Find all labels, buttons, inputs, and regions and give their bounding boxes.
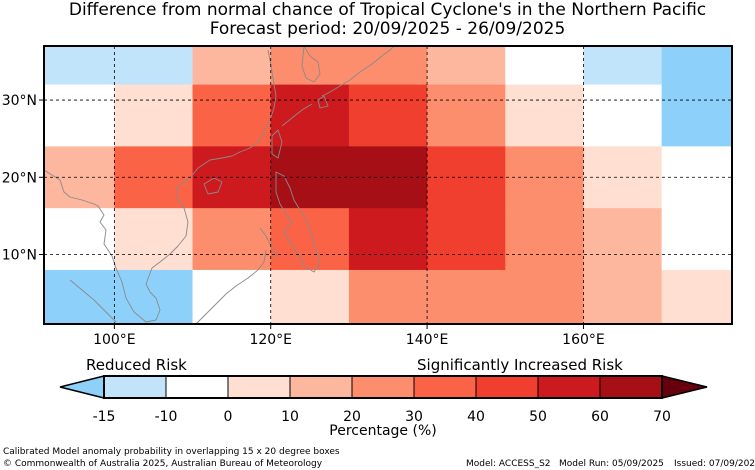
grid-cell <box>505 208 584 271</box>
colorbar-segment <box>475 375 539 399</box>
grid-cell <box>583 46 663 86</box>
colorbar-tick-label: 40 <box>467 409 485 425</box>
grid-cell <box>44 84 115 147</box>
grid-cell <box>348 84 428 147</box>
grid-cell <box>348 46 428 86</box>
grid-cell <box>192 208 272 271</box>
lon-tick-label: 160°E <box>562 332 605 348</box>
lat-tick-label: 10°N <box>2 248 37 264</box>
grid-cell <box>270 84 350 147</box>
coastline-palawan <box>259 227 279 259</box>
colorbar: -15 -10 0 10 20 30 40 50 60 70 Percentage (%) <box>59 375 708 439</box>
colorbar-segment <box>537 375 601 399</box>
colorbar-xlabel: Percentage (%) <box>329 423 436 439</box>
coastline-philippines <box>275 171 321 273</box>
footer-model-run: Model Run: 05/09/2025 <box>559 459 664 469</box>
coastline-ryukyu <box>281 103 313 127</box>
grid-cell <box>192 269 272 325</box>
grid-cell <box>583 84 663 147</box>
colorbar-tick-label: 60 <box>591 409 609 425</box>
grid-cell <box>348 208 428 271</box>
grid-cell <box>44 208 115 271</box>
footer-model: Model: ACCESS_S2 <box>466 459 551 469</box>
colorbar-segment <box>165 375 229 399</box>
lat-tick-label: 30°N <box>2 93 37 109</box>
grid-cell <box>427 46 506 86</box>
map-frame <box>43 45 733 325</box>
colorbar-label-reduced: Reduced Risk <box>86 356 187 374</box>
colorbar-segment <box>103 375 167 399</box>
footer-note: Calibrated Model anomaly probability in … <box>3 447 340 457</box>
colorbar-tick-label: 0 <box>224 409 233 425</box>
anomaly-grid-cells <box>44 46 733 325</box>
grid-cell <box>114 208 194 271</box>
grid-cell <box>505 269 584 325</box>
colorbar-segment <box>599 375 663 399</box>
grid-cell <box>192 46 272 86</box>
grid-cell <box>270 46 350 86</box>
colorbar-tick-label: 70 <box>653 409 671 425</box>
colorbar-segment <box>289 375 353 399</box>
colorbar-tick-label: 50 <box>529 409 547 425</box>
colorbar-tick-label: -10 <box>155 409 178 425</box>
colorbar-tick-label: 20 <box>343 409 361 425</box>
colorbar-extend-low <box>59 375 105 399</box>
grid-cell <box>583 208 663 271</box>
coastline-borneo <box>195 249 267 325</box>
grid-cell <box>114 84 194 147</box>
grid-cell <box>661 269 733 325</box>
map-title: Difference from normal chance of Tropica… <box>68 0 707 20</box>
colorbar-extend-high <box>661 375 708 399</box>
grid-cell <box>44 269 115 325</box>
grid-cell <box>192 84 272 147</box>
coastline-hainan <box>203 177 223 195</box>
colorbar-tick-label: 10 <box>281 409 299 425</box>
coastline-outlines <box>43 45 395 325</box>
dashed-gridlines <box>44 46 732 324</box>
lat-tick-label: 20°N <box>2 170 37 186</box>
grid-cell <box>583 269 663 325</box>
grid-cell <box>114 46 194 86</box>
lon-tick-label: 120°E <box>249 332 292 348</box>
lon-tick-label: 140°E <box>406 332 449 348</box>
grid-cell <box>505 84 584 147</box>
coastline-taiwan <box>271 129 283 159</box>
grid-cell <box>427 84 506 147</box>
coastline-japan <box>321 45 395 97</box>
coastline-korea <box>301 45 321 83</box>
grid-cell <box>661 146 733 209</box>
colorbar-outline <box>103 375 663 399</box>
grid-cell <box>427 269 506 325</box>
grid-cell <box>114 269 194 325</box>
colorbar-segment <box>351 375 415 399</box>
lon-tick-label: 100°E <box>93 332 136 348</box>
grid-cell <box>661 84 733 147</box>
coastline-indochina <box>43 49 277 323</box>
grid-cell <box>661 46 733 86</box>
coastline-sumatra <box>69 279 117 323</box>
axis-tick-labels: 100°E 120°E 140°E 160°E 10°N 20°N 30°N <box>2 93 605 348</box>
colorbar-label-increased: Significantly Increased Risk <box>417 356 623 374</box>
coastline-kyushu <box>317 95 329 109</box>
footer-issued: Issued: 07/09/2025 <box>674 459 755 469</box>
colorbar-segment <box>413 375 477 399</box>
grid-cell <box>661 208 733 271</box>
forecast-period: Forecast period: 20/09/2025 - 26/09/2025 <box>209 19 566 39</box>
grid-cell <box>348 269 428 325</box>
grid-cell <box>505 46 584 86</box>
grid-cell <box>270 269 350 325</box>
footer-copyright: © Commonwealth of Australia 2025, Austra… <box>3 459 323 469</box>
grid-cell <box>270 208 350 271</box>
colorbar-tick-label: 30 <box>405 409 423 425</box>
grid-cell <box>427 208 506 271</box>
grid-cell <box>44 46 115 86</box>
colorbar-tick-label: -15 <box>93 409 116 425</box>
colorbar-segment <box>227 375 291 399</box>
